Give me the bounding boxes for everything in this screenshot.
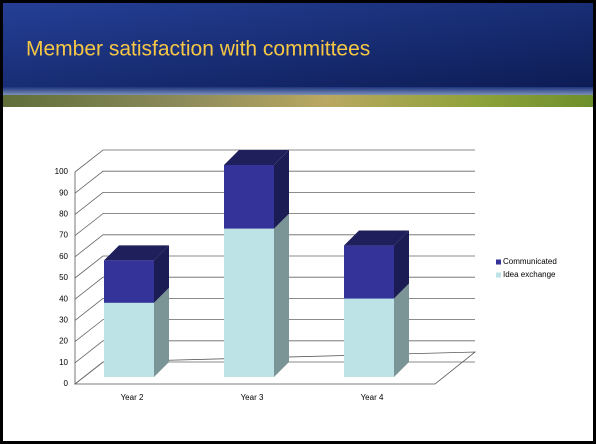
bar-side [154,288,169,377]
legend-label: Idea exchange [503,270,556,279]
bar [224,229,274,377]
y-tick-label: 60 [59,252,68,261]
header-strip [3,87,593,95]
legend-swatch [496,260,501,265]
landscape [3,95,593,107]
slide-title: Member satisfaction with committees [26,38,370,61]
slide: Member satisfaction with committees 0 10 2… [0,0,596,444]
bar [344,299,394,377]
x-tick-label: Year 3 [241,393,264,402]
y-tick-label: 30 [59,316,68,325]
bar-side [394,284,409,377]
y-tick-label: 0 [64,379,69,388]
y-tick-label: 10 [59,358,68,367]
bar [224,165,274,229]
y-tick-label: 50 [59,273,68,282]
bar [344,246,394,299]
bar [104,260,154,302]
bar [104,303,154,377]
y-tick-label: 100 [55,167,69,176]
y-tick-label: 80 [59,210,68,219]
x-tick-label: Year 4 [361,393,384,402]
y-tick-label: 40 [59,294,68,303]
y-tick-label: 90 [59,188,68,197]
legend-label: Communicated [503,257,557,266]
legend-swatch [496,273,501,278]
x-tick-label: Year 2 [121,393,144,402]
y-tick-label: 70 [59,231,68,240]
y-tick-label: 20 [59,337,68,346]
bar-side [274,214,289,377]
